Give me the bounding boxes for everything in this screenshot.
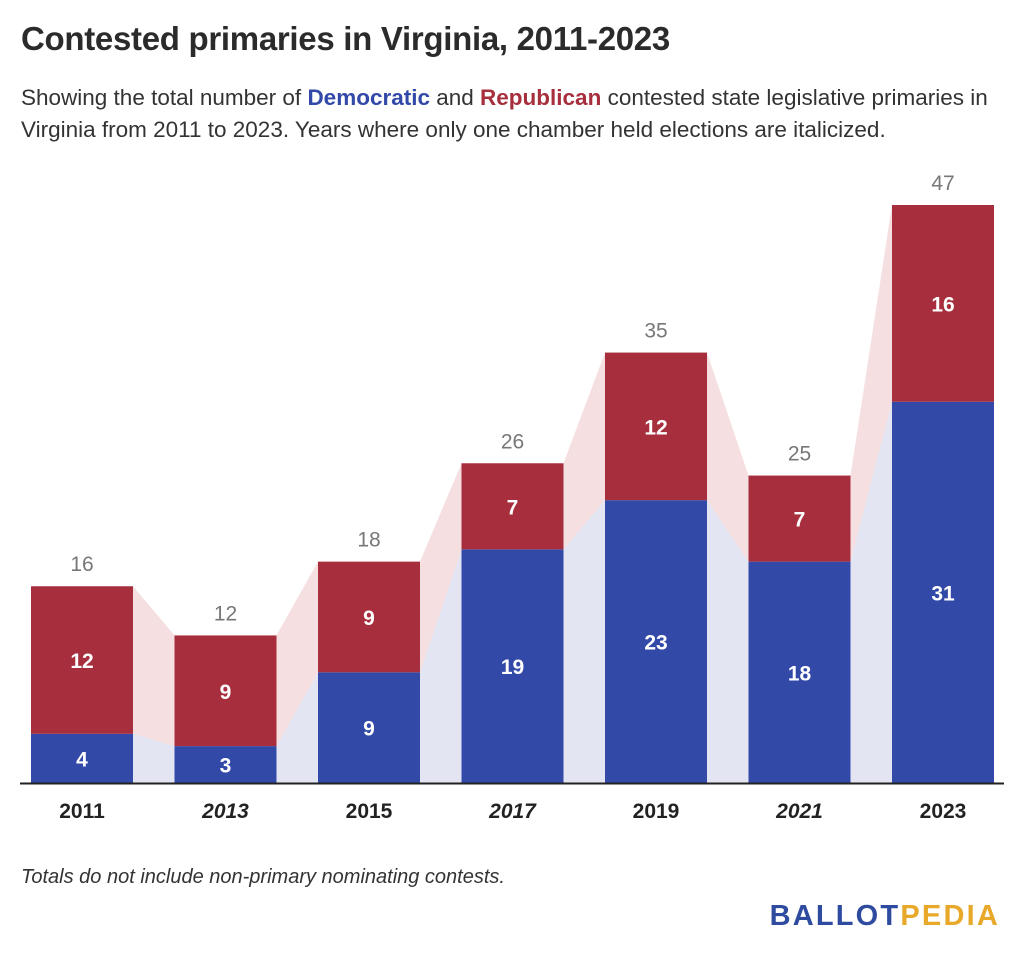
democratic-connector-band [133,733,175,783]
total-label: 47 [931,172,954,195]
data-label-republican: 7 [507,496,519,519]
total-label: 12 [214,602,237,625]
subtitle-text-middle: and [430,85,481,110]
bar-democratic-2023 [892,401,994,783]
subtitle-democratic: Democratic [307,85,430,110]
x-tick-label: 2015 [346,800,393,823]
footnote: Totals do not include non-primary nomina… [21,866,505,888]
logo-pedia: PEDIA [900,900,1000,932]
democratic-connector-band [420,549,462,783]
total-label: 35 [644,320,667,343]
data-label-republican: 12 [644,416,667,439]
democratic-connector-band [276,672,318,783]
logo-ballot: BALLOT [769,900,901,932]
data-label-democratic: 3 [220,755,232,778]
bar-democratic-2017 [461,549,564,783]
data-label-democratic: 31 [931,582,955,605]
x-tick-label: 2021 [775,800,823,823]
bar-democratic-2011 [31,733,133,783]
x-tick-label: 2017 [488,800,537,823]
x-tick-label: 2019 [633,800,680,823]
republican-connector-band [707,352,749,562]
chart-subtitle: Showing the total number of Democratic a… [21,82,1011,146]
subtitle-republican: Republican [480,85,602,110]
chart-title: Contested primaries in Virginia, 2011-20… [21,20,670,57]
bar-republican-2023 [892,205,994,402]
data-label-democratic: 19 [501,656,524,679]
bar-republican-2013 [174,635,277,747]
data-label-republican: 9 [363,607,375,630]
republican-connector-band [563,352,605,550]
democratic-connector-band [563,500,605,783]
x-tick-label: 2011 [59,800,105,823]
bar-republican-2015 [318,561,420,673]
x-tick-label: 2013 [201,800,249,823]
total-label: 25 [788,443,811,466]
bar-republican-2019 [605,352,707,501]
bar-republican-2021 [748,475,851,562]
republican-connector-band [276,561,318,747]
republican-connector-band [850,205,892,562]
total-label: 16 [70,553,93,576]
data-label-republican: 7 [794,509,806,532]
data-label-republican: 16 [931,293,954,316]
democratic-connector-band [707,500,749,783]
bar-republican-2017 [461,463,564,550]
subtitle-text-start: Showing the total number of [21,85,308,110]
data-label-democratic: 9 [363,718,375,741]
republican-connector-band [420,463,462,673]
total-label: 26 [501,430,524,453]
total-label: 18 [357,529,380,552]
data-label-democratic: 18 [788,662,812,685]
data-label-republican: 9 [220,681,232,704]
bar-democratic-2013 [174,746,277,783]
data-label-republican: 12 [70,650,93,673]
republican-connector-band [133,586,175,747]
ballotpedia-logo: BALLOTPEDIA [770,900,1000,933]
democratic-connector-band [850,401,892,783]
bar-democratic-2015 [318,672,420,783]
x-tick-label: 2023 [920,800,967,823]
data-label-democratic: 23 [644,632,667,655]
data-label-democratic: 4 [76,748,88,771]
bar-democratic-2019 [605,500,707,783]
subtitle-text-end: contested state legislative primaries in… [21,85,988,142]
bar-republican-2011 [31,586,133,734]
bar-democratic-2021 [748,561,851,783]
stacked-bar-chart: 4 12 16 2011 3 9 12 2013 9 9 18 2015 19 7 26 2017 23 12 35… [20,172,1004,823]
